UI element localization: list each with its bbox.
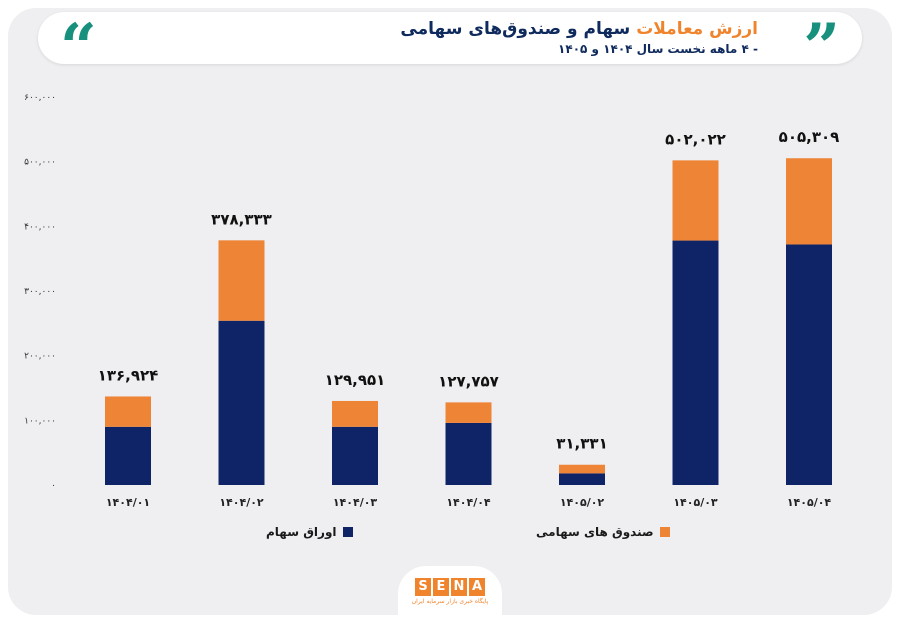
chart-card bbox=[8, 8, 892, 615]
y-tick-label: ۱۰۰,۰۰۰ bbox=[24, 416, 56, 426]
title-highlight: ارزش معاملات bbox=[636, 19, 758, 39]
chart-title: ارزش معاملات سهام و صندوق‌های سهامی - ۴ … bbox=[158, 20, 758, 58]
data-label-total: ۱۲۷,۷۵۷ bbox=[438, 372, 499, 390]
bar-stock bbox=[445, 422, 492, 485]
x-tick-label: ۱۴۰۴/۰۴ bbox=[446, 496, 491, 509]
quote-open-icon: “ bbox=[60, 10, 97, 85]
quote-close-icon: ” bbox=[803, 10, 840, 85]
logo-letter: N bbox=[451, 578, 467, 596]
x-tick-label: ۱۴۰۴/۰۲ bbox=[219, 496, 264, 509]
bar-fund bbox=[672, 160, 719, 241]
logo-letter: E bbox=[433, 578, 449, 596]
legend-fund-label: صندوق های سهامی bbox=[536, 525, 654, 539]
bar-fund bbox=[445, 402, 492, 423]
sena-logo: S E N A پایگاه خبری بازار سرمایه ایران bbox=[398, 566, 502, 618]
y-axis: ۰ ۱۰۰,۰۰۰ ۲۰۰,۰۰۰ ۳۰۰,۰۰۰ ۴۰۰,۰۰۰ ۵۰۰,۰۰۰ ۶۰۰,… bbox=[24, 93, 56, 491]
legend-fund: صندوق های سهامی bbox=[536, 525, 670, 539]
bar-fund bbox=[218, 240, 265, 321]
y-tick-label: ۲۰۰,۰۰۰ bbox=[24, 352, 56, 362]
y-tick-label: ۶۰۰,۰۰۰ bbox=[24, 93, 56, 103]
x-tick-label: ۱۴۰۴/۰۱ bbox=[106, 496, 150, 509]
legend-stock-label: اوراق سهام bbox=[266, 525, 337, 539]
legend-stock-swatch bbox=[342, 527, 353, 537]
data-label-total: ۵۰۵,۳۰۹ bbox=[779, 128, 840, 146]
bar-fund bbox=[332, 400, 378, 427]
bar-stock bbox=[105, 426, 151, 485]
title-rest: سهام و صندوق‌های سهامی bbox=[400, 19, 631, 39]
chart-subtitle: - ۴ ماهه نخست سال ۱۴۰۴ و ۱۴۰۵ bbox=[558, 42, 758, 56]
y-tick-label: ۴۰۰,۰۰۰ bbox=[24, 222, 56, 232]
x-tick-label: ۱۴۰۴/۰۳ bbox=[333, 496, 378, 509]
y-tick-label: ۵۰۰,۰۰۰ bbox=[24, 158, 56, 168]
legend-stock: اوراق سهام bbox=[266, 525, 353, 539]
bar-fund bbox=[786, 158, 832, 245]
data-label-total: ۳۷۸,۳۳۳ bbox=[211, 210, 272, 228]
title-bar: “ ارزش معاملات سهام و صندوق‌های سهامی - … bbox=[38, 12, 862, 80]
legend-fund-swatch bbox=[659, 527, 670, 537]
bar-stock bbox=[332, 426, 378, 485]
bars-group: ۱۳۶,۹۲۴ ۳۷۸,۳۳۳ ۱۲۹,۹۵۱ ۱۲۷,۷۵۷ ۳۱,۳۳۱ ۵۰۲,۰۲… bbox=[98, 128, 840, 485]
logo-letters: S E N A bbox=[415, 578, 485, 596]
logo-tagline: پایگاه خبری بازار سرمایه ایران bbox=[411, 598, 489, 605]
bar-stock bbox=[786, 244, 832, 485]
x-tick-label: ۱۴۰۵/۰۲ bbox=[560, 496, 605, 509]
data-label-total: ۳۱,۳۳۱ bbox=[556, 435, 607, 453]
data-label-total: ۱۳۶,۹۲۴ bbox=[98, 366, 159, 384]
data-label-total: ۵۰۲,۰۲۲ bbox=[665, 130, 726, 148]
x-tick-label: ۱۴۰۵/۰۳ bbox=[673, 496, 718, 509]
bar-stock bbox=[672, 240, 719, 485]
bar-stock bbox=[218, 320, 265, 485]
bar-stock bbox=[559, 473, 605, 485]
x-axis: ۱۴۰۴/۰۱ ۱۴۰۴/۰۲ ۱۴۰۴/۰۳ ۱۴۰۴/۰۴ ۱۴۰۵/۰۲ ۱۴۰۵/… bbox=[106, 496, 832, 509]
data-label-total: ۱۲۹,۹۵۱ bbox=[325, 371, 386, 389]
logo-letter: S bbox=[415, 578, 431, 596]
logo-letter: A bbox=[469, 578, 485, 596]
y-tick-label: ۳۰۰,۰۰۰ bbox=[24, 287, 56, 297]
x-tick-label: ۱۴۰۵/۰۴ bbox=[787, 496, 832, 509]
bar-fund bbox=[559, 464, 605, 474]
bar-fund bbox=[105, 396, 151, 427]
y-tick-label: ۰ bbox=[51, 481, 56, 491]
